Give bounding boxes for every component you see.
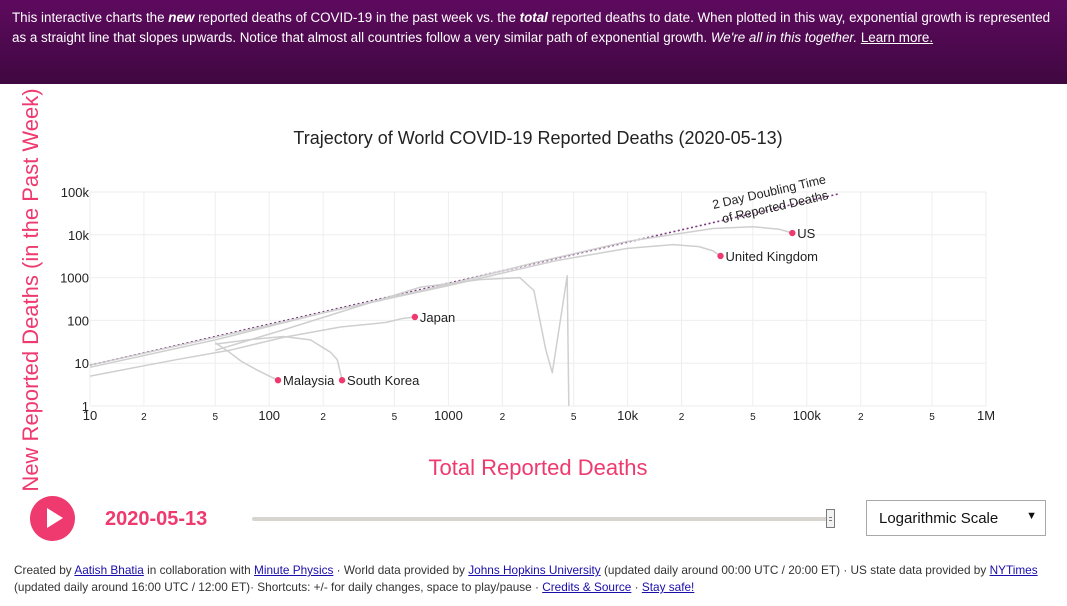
scale-select-value: Logarithmic Scale — [879, 510, 999, 527]
x-tick-label: 5 — [212, 412, 218, 423]
x-axis-label: Total Reported Deaths — [428, 455, 648, 480]
play-button[interactable] — [30, 496, 75, 541]
series-line — [89, 243, 721, 369]
footer-text: in collaboration with — [143, 563, 255, 577]
intro-text-1: This interactive charts the — [12, 10, 169, 25]
x-tick-label: 5 — [571, 412, 577, 423]
x-tick-label: 5 — [392, 412, 398, 423]
intro-text-2: reported deaths of COVID-19 in the past … — [194, 10, 520, 25]
stay-safe-link[interactable]: Stay safe! — [641, 580, 695, 594]
y-tick-label: 1000 — [60, 271, 89, 286]
footer-text: (updated daily around 00:00 UTC / 20:00 … — [600, 563, 990, 577]
x-tick-label: 1000 — [434, 408, 463, 423]
footer-text: · World data provided by — [333, 563, 469, 577]
y-tick-label: 10k — [68, 228, 89, 243]
series-label: Japan — [420, 310, 455, 325]
series-line — [214, 342, 279, 381]
y-tick-label: 100k — [61, 185, 90, 200]
chevron-down-icon: ▼ — [1026, 510, 1037, 522]
x-tick-label: 10 — [83, 408, 97, 423]
series-current-point[interactable] — [338, 377, 346, 384]
series-current-point[interactable] — [274, 377, 282, 384]
current-date: 2020-05-13 — [105, 508, 208, 530]
series-line — [215, 275, 570, 407]
date-slider-handle[interactable] — [826, 509, 835, 528]
scale-select[interactable]: Logarithmic Scale ▼ — [866, 500, 1046, 536]
footer-text: (updated daily around 16:00 UTC / 12:00 … — [14, 580, 543, 594]
series-label: South Korea — [347, 373, 420, 388]
y-tick-label: 100 — [67, 313, 89, 328]
nytimes-link[interactable]: NYTimes — [989, 563, 1038, 577]
series-label: United Kingdom — [726, 249, 819, 264]
x-tick-label: 2 — [679, 412, 685, 423]
x-tick-label: 2 — [858, 412, 864, 423]
jhu-link[interactable]: Johns Hopkins University — [468, 563, 601, 577]
x-tick-label: 5 — [750, 412, 756, 423]
x-tick-label: 2 — [141, 412, 147, 423]
intro-text-3: reported deaths to date. When plotted in… — [12, 10, 1051, 45]
y-axis-label: New Reported Deaths (in the Past Week) — [18, 88, 43, 492]
chart-title: Trajectory of World COVID-19 Reported De… — [293, 128, 783, 148]
footer-text: Created by — [14, 563, 75, 577]
series-label: US — [797, 226, 815, 241]
y-tick-label: 1 — [82, 399, 89, 414]
series-label: Malaysia — [283, 373, 335, 388]
series-current-point[interactable] — [411, 313, 419, 321]
x-tick-label: 2 — [500, 412, 506, 423]
x-tick-label: 100k — [793, 408, 822, 423]
y-tick-label: 10 — [75, 356, 89, 371]
credits-source-link[interactable]: Credits & Source — [542, 580, 632, 594]
minute-physics-link[interactable]: Minute Physics — [254, 563, 334, 577]
intro-banner: This interactive charts the new reported… — [0, 0, 1067, 84]
x-tick-label: 5 — [929, 412, 935, 423]
author-link[interactable]: Aatish Bhatia — [74, 563, 144, 577]
intro-emphasis-total: total — [519, 10, 548, 25]
date-slider-track[interactable] — [252, 517, 834, 521]
series-current-point[interactable] — [789, 229, 796, 237]
intro-emphasis-together: We're all in this together. — [710, 30, 858, 45]
x-tick-label: 1M — [977, 408, 995, 423]
series-line — [89, 316, 415, 377]
series-line — [89, 225, 793, 366]
footer-text: · — [631, 580, 642, 594]
learn-more-link[interactable]: Learn more. — [860, 30, 934, 45]
x-tick-label: 10k — [617, 408, 638, 423]
footer-credits: Created by Aatish Bhatia in collaboratio… — [14, 562, 1059, 596]
x-tick-label: 2 — [320, 412, 326, 423]
play-icon — [47, 508, 63, 528]
intro-emphasis-new: new — [168, 10, 195, 25]
x-tick-label: 100 — [258, 408, 280, 423]
series-current-point[interactable] — [717, 252, 724, 260]
